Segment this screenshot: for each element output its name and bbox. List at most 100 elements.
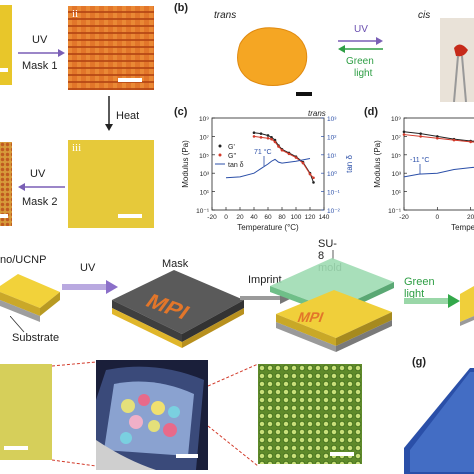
green-label-line-1: Green [346, 56, 374, 67]
uv-label-b: UV [354, 24, 368, 35]
x-tick-label: 0 [224, 214, 228, 221]
data-point [277, 145, 280, 148]
scale-bar [0, 68, 8, 72]
roman-label-iii: iii [72, 142, 82, 154]
legend-marker [218, 144, 222, 148]
scale-bar [296, 92, 312, 96]
cis-film-photo [440, 18, 474, 102]
transition-annotation: -11 °C [410, 156, 429, 164]
green-light-label: Green light [404, 276, 435, 300]
data-point [294, 156, 298, 159]
panel-g-photo [404, 368, 474, 474]
substrate-label: Substrate [12, 332, 60, 344]
arrow-uv-process [62, 280, 118, 294]
zoom-lines-right [208, 363, 258, 467]
bottom-row: (g) [0, 356, 474, 474]
series-line [403, 134, 474, 143]
data-point [259, 132, 263, 135]
data-point [469, 140, 472, 144]
scale-bar [4, 446, 28, 450]
data-point [436, 136, 439, 140]
legend-label: G'' [228, 153, 236, 160]
imprint-label: Imprint [248, 274, 282, 286]
film-photo-bottom [0, 364, 52, 460]
y-tick-label: 10⁻¹ [388, 208, 402, 215]
film-image-iii [68, 140, 154, 228]
x-axis-label: Temperature (°C) [237, 223, 299, 232]
y-tick-label: 10⁵ [199, 153, 209, 160]
data-point [436, 135, 439, 138]
pointer-line [10, 316, 25, 333]
x-tick-label: -20 [399, 214, 409, 221]
arrow-right-purple [18, 49, 65, 57]
y-axis-label: Modulus (Pa) [373, 140, 382, 188]
y2-tick-label: 10⁻² [327, 208, 341, 215]
film-image-iv [0, 142, 12, 226]
trans-film-photo [237, 27, 308, 86]
data-point [252, 135, 256, 138]
x-tick-label: 60 [264, 214, 272, 221]
arrow-green-left [338, 45, 383, 53]
data-point [312, 181, 315, 184]
data-point [301, 161, 305, 165]
mask-label: Mask [162, 258, 189, 270]
y-tick-label: 10¹ [200, 190, 210, 197]
x-tick-label: 120 [305, 214, 316, 221]
panel-label-b: (b) [174, 2, 189, 14]
y-tick-label: 10³ [200, 171, 210, 178]
data-point [259, 136, 263, 139]
panel-a: UV Mask 1 ii Heat iii UV Mask 2 [0, 0, 160, 235]
panel-label-c: (c) [174, 106, 188, 118]
arrow-down-black [105, 96, 113, 131]
mpi-faint-text: MPI [295, 310, 326, 325]
series-line [225, 157, 311, 179]
cis-label: cis [418, 10, 431, 21]
x-tick-label: 80 [278, 214, 286, 221]
data-point [273, 140, 277, 144]
panel-label-g: (g) [412, 356, 427, 368]
y-axis-label: Modulus (Pa) [181, 140, 190, 188]
film-image-i [0, 5, 12, 85]
plot-frame [403, 117, 474, 211]
imprint-stack: MPI [270, 258, 394, 352]
y-tick-label: 10⁹ [391, 116, 401, 123]
y-tick-label: 10⁻¹ [196, 208, 210, 215]
legend-marker [218, 153, 222, 157]
data-point [402, 130, 406, 134]
y-tick-label: 10⁵ [391, 153, 401, 160]
y-tick-label: 10⁷ [391, 134, 401, 141]
legend-label: tan δ [228, 162, 244, 169]
state-label: trans [308, 109, 326, 118]
scale-bar [118, 78, 142, 82]
transition-annotation: 71 °C [254, 148, 272, 156]
x-tick-label: 0 [436, 214, 440, 221]
data-point [312, 176, 315, 180]
data-point [252, 131, 256, 135]
arrow-label-heat: Heat [116, 110, 140, 122]
data-point [266, 134, 270, 137]
arrow-label-mask-1: Mask 1 [22, 60, 58, 72]
scale-bar [330, 452, 354, 456]
data-point [287, 152, 291, 156]
series-line [403, 166, 474, 178]
arrow-green-process [404, 294, 460, 308]
scale-bar [0, 214, 8, 218]
data-point [280, 148, 284, 152]
arrow-left-purple [18, 183, 65, 191]
substrate-slab [0, 274, 60, 322]
data-point [452, 138, 456, 142]
green-label-line-2: light [354, 68, 373, 79]
data-point [419, 132, 422, 135]
y-tick-label: 10¹ [392, 190, 402, 197]
x-axis-label: Temperatu [451, 223, 474, 232]
arrow-label-mask-2: Mask 2 [22, 196, 58, 208]
data-point [308, 172, 312, 176]
material-label: no/UCNP [0, 254, 47, 266]
x-tick-label: 20 [236, 214, 244, 221]
flexible-film-photo [96, 360, 208, 470]
uv-label-process: UV [80, 262, 96, 274]
x-tick-label: 100 [291, 214, 302, 221]
